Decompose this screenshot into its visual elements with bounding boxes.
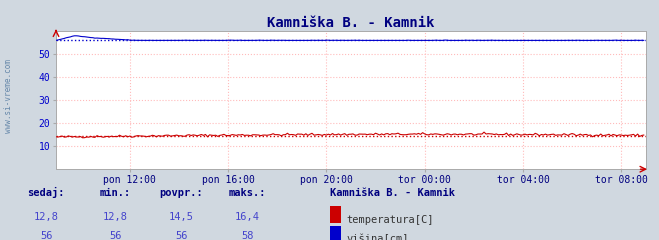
Text: maks.:: maks.: xyxy=(229,188,266,198)
Text: temperatura[C]: temperatura[C] xyxy=(347,215,434,225)
Title: Kamniška B. - Kamnik: Kamniška B. - Kamnik xyxy=(267,16,435,30)
Text: 12,8: 12,8 xyxy=(103,212,128,222)
Text: Kamniška B. - Kamnik: Kamniška B. - Kamnik xyxy=(330,188,455,198)
Text: www.si-vreme.com: www.si-vreme.com xyxy=(4,59,13,133)
Text: povpr.:: povpr.: xyxy=(159,188,203,198)
Text: sedaj:: sedaj: xyxy=(28,186,65,198)
Text: 14,5: 14,5 xyxy=(169,212,194,222)
Text: min.:: min.: xyxy=(100,188,131,198)
Text: 56: 56 xyxy=(109,231,121,240)
Text: 58: 58 xyxy=(241,231,253,240)
Text: 16,4: 16,4 xyxy=(235,212,260,222)
Text: 56: 56 xyxy=(175,231,187,240)
Text: 56: 56 xyxy=(40,231,52,240)
Text: 12,8: 12,8 xyxy=(34,212,59,222)
Text: višina[cm]: višina[cm] xyxy=(347,234,409,240)
